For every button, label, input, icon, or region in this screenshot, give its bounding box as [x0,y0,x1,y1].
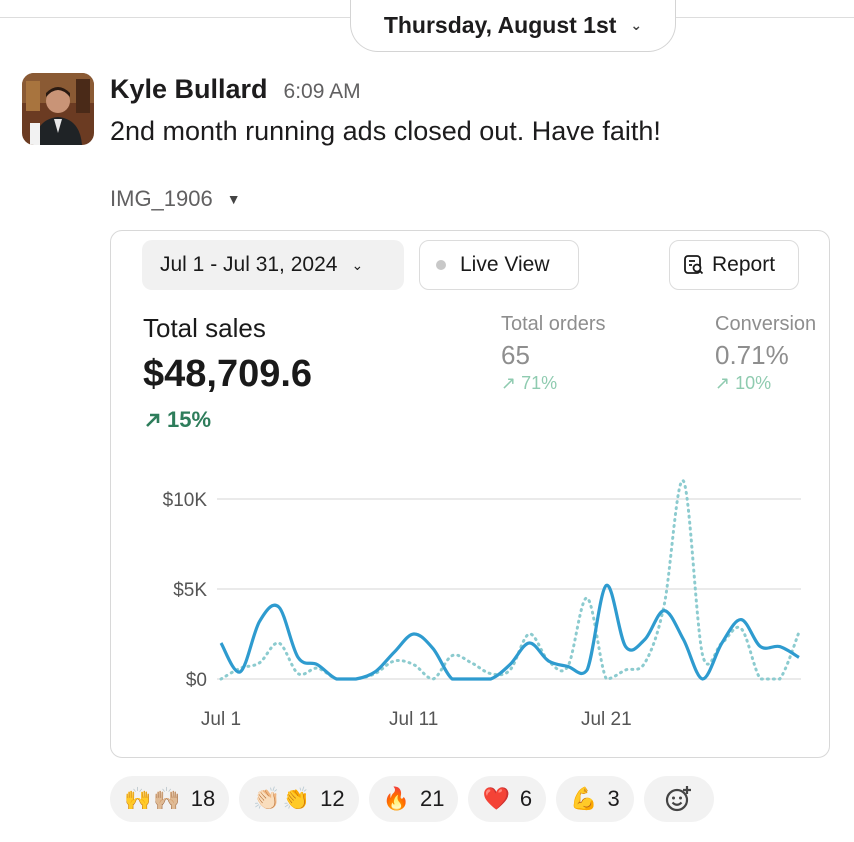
live-view-button: Live View [419,240,579,290]
conversion-metric: Conversion 0.71% ↗ 10% [715,313,816,394]
arrow-up-right-icon [146,413,160,427]
total-sales-change: 15% [143,407,211,433]
report-icon [684,255,704,275]
reaction-muscle[interactable]: 💪 3 [556,776,634,822]
y-tick-label: $10K [163,490,208,511]
report-button: Report [669,240,799,290]
reaction-count: 3 [607,786,620,811]
conversion-change-value: 10% [735,373,772,393]
conversion-label: Conversion [715,313,817,335]
caret-down-icon: ▼ [226,191,241,207]
reaction-fire[interactable]: 🔥 21 [368,776,459,822]
date-range-label: Jul 1 - Jul 31, 2024 [160,253,338,276]
muscle-icon: 💪 [570,786,600,811]
conversion-value: 0.71% [715,340,789,370]
attachment-image[interactable]: Jul 1 - Jul 31, 2024 ⌄ Live View Report … [110,230,830,758]
add-reaction-icon [665,786,691,812]
date-range-button: Jul 1 - Jul 31, 2024 ⌄ [142,240,404,290]
y-tick-label: $5K [173,580,207,601]
total-sales-change-value: 15% [167,407,212,432]
message-timestamp[interactable]: 6:09 AM [283,80,361,103]
x-tick-label: Jul 11 [389,709,438,730]
total-orders-change-value: 71% [521,373,558,393]
total-sales-value: $48,709.6 [143,353,313,395]
add-reaction-button[interactable] [643,776,714,822]
total-orders-value: 65 [501,340,530,370]
comparison-series-line [219,479,801,681]
reaction-raised-hands[interactable]: 🙌🙌🏼 18 [110,776,230,822]
message-text: 2nd month running ads closed out. Have f… [110,116,661,146]
total-orders-change: ↗ 71% [501,373,558,393]
live-dot-icon [436,260,446,270]
reaction-count: 12 [320,786,345,811]
heart-icon: ❤️ [482,786,512,811]
attachment-name: IMG_1906 [110,186,213,211]
attachment-toggle[interactable]: IMG_1906 ▼ [110,186,241,212]
reaction-heart[interactable]: ❤️ 6 [468,776,547,822]
date-divider-button[interactable]: Thursday, August 1st ⌄ [350,0,676,52]
live-view-label: Live View [460,253,550,276]
total-sales-label: Total sales [143,313,266,343]
reaction-clap[interactable]: 👏🏻👏 12 [239,776,359,822]
x-tick-label: Jul 1 [201,709,241,730]
report-label: Report [712,253,776,276]
reactions-bar: 🙌🙌🏼 18 👏🏻👏 12 🔥 21 ❤️ 6 💪 3 [110,776,714,822]
fire-icon: 🔥 [382,786,412,811]
reaction-count: 18 [190,786,216,811]
sales-line-chart: $10K $5K $0 Jul 1 Jul 11 Jul 21 [163,479,801,730]
chevron-down-icon: ⌄ [351,256,364,273]
date-divider-label: Thursday, August 1st [383,12,617,38]
reaction-count: 6 [519,786,533,811]
conversion-change: ↗ 10% [715,373,772,393]
y-tick-label: $0 [186,670,207,691]
chevron-down-icon: ⌄ [630,17,643,33]
total-orders-label: Total orders [501,313,606,335]
reaction-count: 21 [419,786,445,811]
x-tick-label: Jul 21 [581,709,632,730]
sales-series-line [219,583,800,681]
clap-icon: 👏🏻👏 [253,786,313,811]
total-orders-metric: Total orders 65 ↗ 71% [501,313,606,394]
raised-hands-icon: 🙌🙌🏼 [124,786,183,811]
avatar[interactable] [22,73,94,145]
author-name[interactable]: Kyle Bullard [110,74,268,104]
